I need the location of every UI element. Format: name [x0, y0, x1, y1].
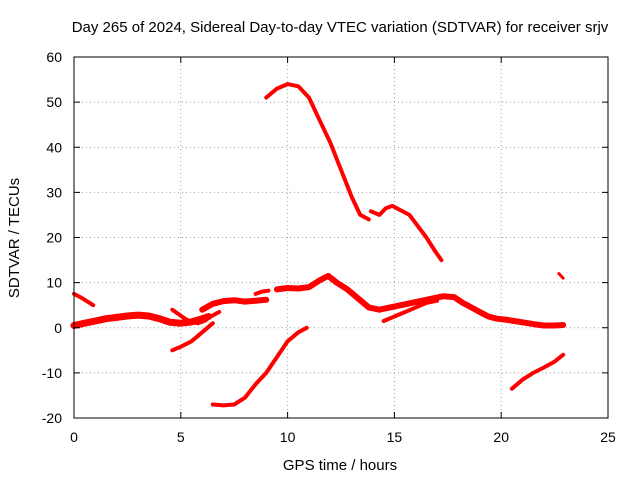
- grid-lines: [74, 57, 608, 418]
- series-arc-6: [210, 325, 309, 408]
- y-axis-label: SDTVAR / TECUs: [6, 178, 23, 298]
- y-tick-label: 30: [46, 184, 62, 200]
- series-arc-7: [253, 288, 271, 296]
- series-arc-13: [557, 272, 565, 280]
- y-tick-label: -10: [42, 365, 62, 381]
- y-tick-label: 10: [46, 275, 62, 291]
- y-tick-label: 40: [46, 139, 62, 155]
- series-arc-3: [199, 296, 270, 313]
- series-arc-1: [72, 291, 96, 308]
- y-tick-label: 0: [54, 320, 62, 336]
- series-arc-12: [509, 352, 566, 391]
- series-arc-10: [264, 82, 371, 222]
- data-series: [70, 82, 567, 408]
- series-arc-4: [170, 307, 222, 326]
- y-tick-label: 60: [46, 49, 62, 65]
- series-arc-5: [170, 321, 215, 353]
- y-tick-label: -20: [42, 410, 62, 426]
- y-tick-label: 50: [46, 94, 62, 110]
- x-axis-label: GPS time / hours: [283, 457, 397, 474]
- x-tick-labels: 0 5 10 15 20 25: [70, 429, 616, 445]
- axis-ticks: [73, 56, 609, 419]
- x-tick-label: 25: [600, 429, 616, 445]
- x-tick-label: 10: [280, 429, 296, 445]
- series-arc-11: [368, 203, 444, 263]
- y-tick-labels: -20 -10 0 10 20 30 40 50 60: [42, 49, 62, 426]
- x-tick-label: 20: [493, 429, 509, 445]
- series-arc-9: [381, 298, 440, 323]
- y-tick-label: 20: [46, 230, 62, 246]
- x-tick-label: 0: [70, 429, 78, 445]
- x-tick-label: 15: [387, 429, 403, 445]
- x-tick-label: 5: [177, 429, 185, 445]
- chart-title: Day 265 of 2024, Sidereal Day-to-day VTE…: [72, 19, 609, 36]
- series-arc-8: [273, 272, 567, 329]
